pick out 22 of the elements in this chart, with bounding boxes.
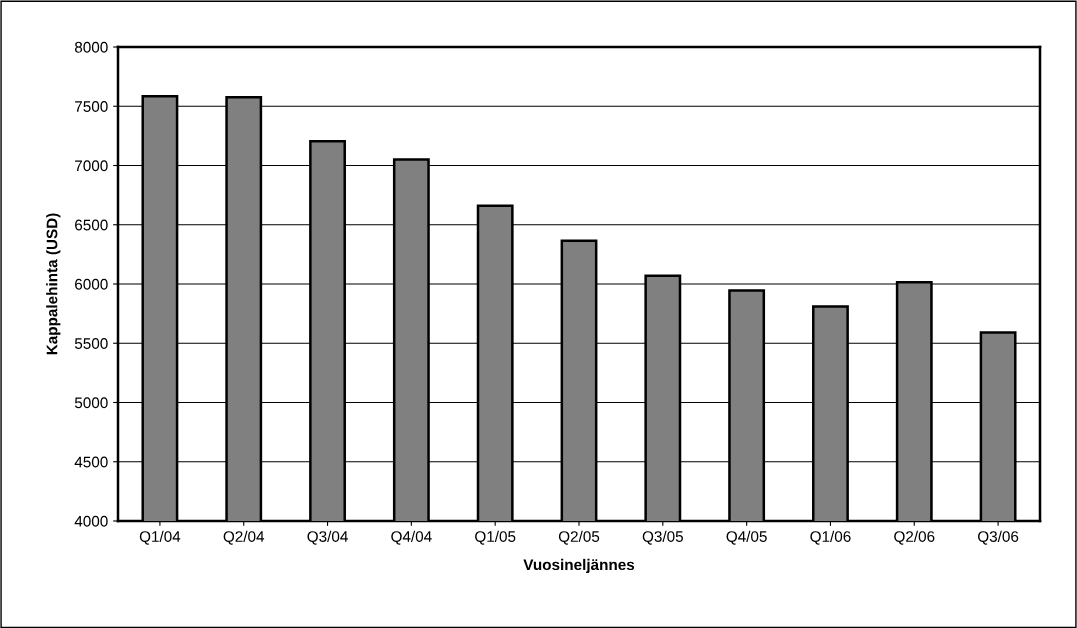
x-tick-label: Q4/05 xyxy=(726,530,767,545)
y-tick-label: 6000 xyxy=(75,278,108,290)
x-tick-label: Q1/05 xyxy=(475,530,516,545)
x-tick-label: Q1/06 xyxy=(810,530,851,545)
y-axis-title: Kappalehinta (USD) xyxy=(46,213,61,355)
y-tick-label: 5500 xyxy=(74,338,108,349)
y-tick-label: 8000 xyxy=(74,41,108,53)
x-tick-label: Q4/04 xyxy=(391,530,432,545)
y-tick-label: 7500 xyxy=(75,101,108,112)
x-tick-label: Q2/04 xyxy=(223,530,265,545)
x-tick-label: Q3/04 xyxy=(307,530,348,545)
y-tick-label: 7000 xyxy=(75,160,108,172)
x-tick-label: Q3/05 xyxy=(642,530,683,545)
y-tick-label: 5000 xyxy=(74,397,108,409)
y-tick-label: 6500 xyxy=(75,219,108,231)
y-tick-label: 4500 xyxy=(74,456,108,468)
x-axis-title: Vuosineljännes xyxy=(523,558,635,574)
x-tick-label: Q3/06 xyxy=(978,530,1019,545)
y-tick-label: 4000 xyxy=(74,515,108,527)
x-tick-label: Q2/06 xyxy=(894,530,935,545)
x-tick-label: Q2/05 xyxy=(558,530,600,545)
x-tick-label: Q1/04 xyxy=(139,530,181,545)
